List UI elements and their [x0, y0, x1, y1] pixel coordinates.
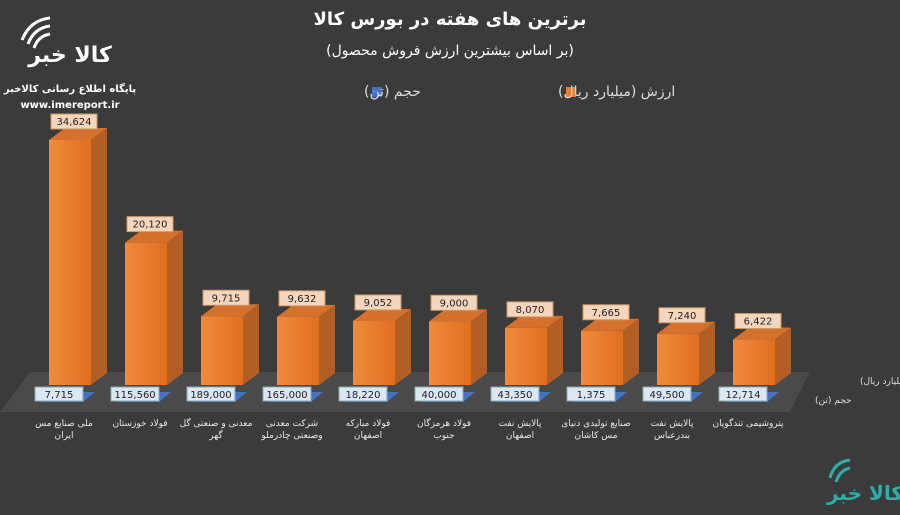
bar	[733, 339, 775, 385]
logo-url: www.imereport.ir	[20, 100, 119, 111]
bar-top	[657, 321, 715, 334]
bar-top	[125, 230, 183, 243]
volume-label: 115,560	[114, 390, 155, 401]
value-label-box	[126, 216, 174, 233]
value-label: 7,665	[592, 308, 621, 319]
value-label-box	[658, 307, 706, 324]
bar-side	[775, 327, 791, 385]
corner-logo-arc	[828, 458, 851, 483]
value-label: 8,070	[516, 305, 545, 316]
bar	[581, 330, 623, 385]
bar-top	[505, 315, 563, 328]
bar	[429, 321, 471, 385]
x-tick-label: شرکت معدنی وصنعتی چادرملو	[261, 419, 323, 441]
value-label-box	[50, 113, 98, 130]
value-label: 9,000	[440, 298, 469, 309]
legend-label: ارزش (میلیارد ریال)	[558, 84, 675, 100]
bar-top	[277, 304, 335, 317]
bar-side	[91, 128, 107, 385]
value-label: 9,632	[288, 294, 317, 305]
volume-label: 12,714	[726, 390, 761, 401]
chart-subtitle: (بر اساس بیشترین ارزش فروش محصول)	[326, 43, 574, 59]
bar-side	[167, 230, 183, 385]
volume-label: 165,000	[266, 390, 307, 401]
x-tick-label: معدنی و صنعتی گل گهر	[179, 419, 253, 441]
value-label-box	[202, 289, 250, 306]
value-label: 6,422	[744, 317, 773, 328]
bar-top	[201, 304, 259, 317]
bar	[657, 333, 699, 385]
x-tick-label: صنایع تولیدی دنیای مس کاشان	[561, 419, 631, 441]
row-label: ارزش (میلیارد ریال)	[860, 377, 900, 387]
bar-top	[581, 318, 639, 331]
bar-top	[429, 309, 487, 322]
volume-label: 43,350	[498, 390, 533, 401]
value-label-box	[506, 301, 554, 318]
logo-text: کالا خبر	[27, 43, 112, 68]
volume-label-box	[718, 386, 768, 402]
bar-side	[319, 304, 335, 385]
x-tick-label: پالایش نفت بندرعباس	[650, 419, 694, 441]
bar-side	[623, 318, 639, 385]
volume-label: 49,500	[650, 390, 685, 401]
bar	[49, 140, 91, 385]
volume-label-box	[642, 386, 692, 402]
value-label: 34,624	[57, 117, 92, 128]
bar	[353, 320, 395, 385]
volume-label: 189,000	[190, 390, 231, 401]
volume-label: 40,000	[422, 390, 457, 401]
bar-side	[547, 315, 563, 385]
volume-label-box	[338, 386, 388, 402]
row-label: حجم (تن)	[815, 396, 852, 406]
bar	[505, 327, 547, 385]
value-label-box	[582, 304, 630, 321]
volume-label-box	[566, 386, 616, 402]
bar	[125, 242, 167, 385]
legend-label: حجم (تن)	[364, 84, 421, 100]
value-label: 9,715	[212, 293, 241, 304]
x-tick-label: فولاد خوزستان	[112, 419, 168, 429]
volume-label: 18,220	[346, 390, 381, 401]
x-tick-label: فولاد هرمزگان جنوب	[416, 419, 472, 441]
volume-label-box	[262, 386, 312, 402]
x-tick-label: ملی صنایع مس ایران	[35, 419, 93, 441]
x-tick-label: فولاد مبارکه اصفهان	[345, 419, 391, 441]
bar	[201, 316, 243, 385]
bar-side	[699, 321, 715, 385]
bar-top	[733, 327, 791, 340]
corner-logo-text: کالا خبر	[826, 481, 900, 505]
volume-label-box	[490, 386, 540, 402]
volume-label-box	[414, 386, 464, 402]
volume-label-box	[34, 386, 84, 402]
logo: کالا خبر پایگاه اطلاع رسانی کالاخبر www.…	[3, 16, 900, 505]
value-label: 9,052	[364, 298, 393, 309]
chart-title: برترین های هفته در بورس کالا	[313, 9, 586, 30]
volume-label: 1,375	[577, 390, 606, 401]
x-tick-label: پالایش نفت اصفهان	[498, 419, 542, 441]
volume-label: 7,715	[45, 390, 74, 401]
bar-top	[353, 308, 411, 321]
value-label-box	[278, 290, 326, 307]
logo-caption: پایگاه اطلاع رسانی کالاخبر	[3, 82, 136, 95]
volume-label-box	[110, 386, 160, 402]
bar-top	[49, 128, 107, 140]
legend-swatch	[566, 87, 576, 97]
logo-arc	[20, 16, 51, 49]
value-label: 7,240	[668, 311, 697, 322]
volume-label-box	[186, 386, 236, 402]
value-label: 20,120	[133, 220, 168, 231]
x-tick-label: پتروشیمی تندگویان	[712, 419, 784, 429]
bar	[277, 316, 319, 385]
value-label-box	[354, 294, 402, 311]
value-label-box	[430, 294, 478, 311]
value-label-box	[734, 313, 782, 330]
bar-side	[395, 308, 411, 385]
bar-side	[243, 304, 259, 385]
legend-swatch	[372, 87, 382, 97]
bar-side	[471, 309, 487, 385]
